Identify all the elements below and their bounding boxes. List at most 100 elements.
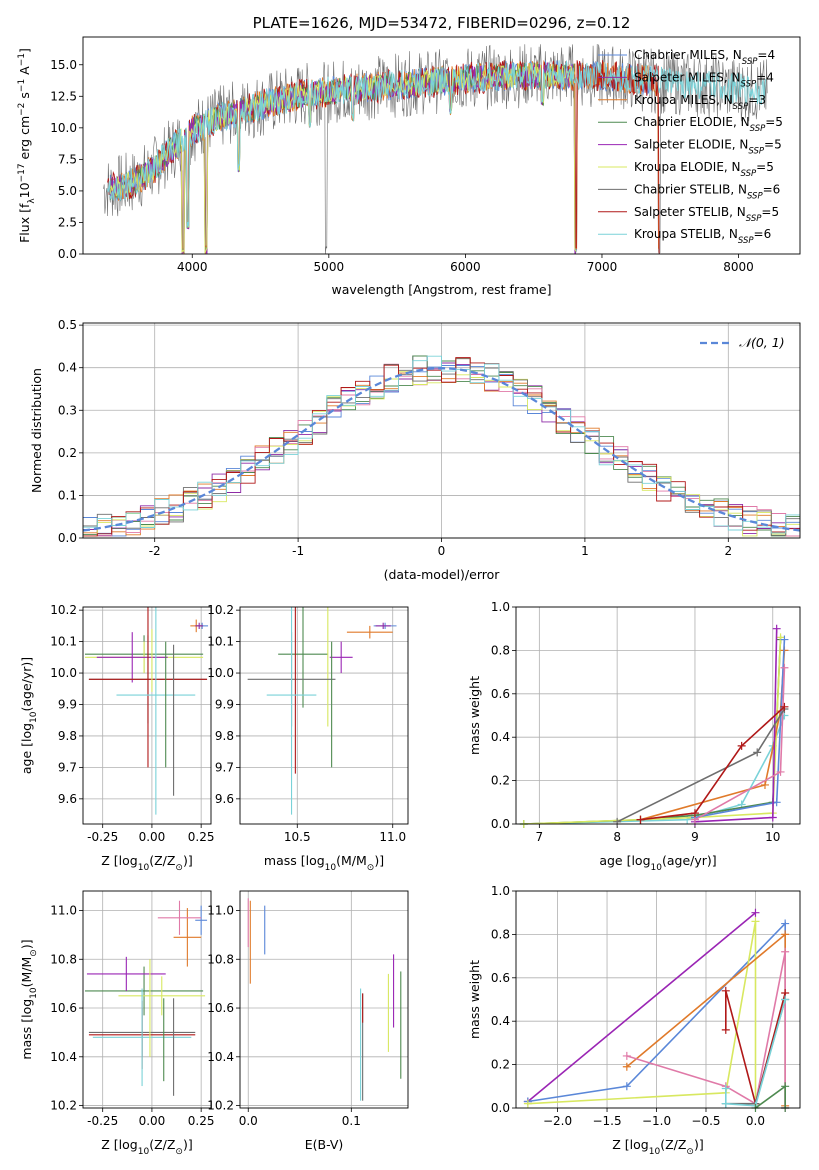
x-tick-label: 1 <box>581 544 589 558</box>
y-tick-label: 9.9 <box>58 697 77 711</box>
y-tick-label: 11.0 <box>50 904 77 918</box>
weight-point-marker <box>721 986 730 995</box>
weight-series-line <box>523 639 782 824</box>
x-axis-label: mass [log10(M/M⊙)] <box>264 853 384 873</box>
x-label-part: )] <box>374 853 384 868</box>
weight-point-marker <box>751 917 760 926</box>
weight-point-marker <box>753 748 762 757</box>
legend-n-sub: SSP <box>741 79 757 89</box>
weight-point-marker <box>776 633 785 642</box>
weight-point-marker <box>622 1082 631 1091</box>
y-tick-label: 0.0 <box>58 531 77 545</box>
weight-point-marker <box>776 767 785 776</box>
x-tick-label: 2 <box>724 544 732 558</box>
y-tick-label: 1.0 <box>491 600 510 614</box>
weight-point-marker <box>613 817 622 826</box>
residuals-frame <box>82 322 801 539</box>
y-label-part: erg cm <box>17 116 32 164</box>
x-tick-label: 10.5 <box>284 830 311 844</box>
x-tick-label: −2.0 <box>543 1114 572 1128</box>
x-tick-label: 6000 <box>450 260 481 274</box>
y-label-part: )] <box>19 939 34 949</box>
weight-point-marker <box>781 995 790 1004</box>
y-tick-label: 10.2 <box>207 1099 234 1113</box>
y-tick-label: 9.7 <box>215 760 234 774</box>
y-tick-label: 10.2 <box>50 1099 77 1113</box>
x-label-part: 10 <box>138 863 150 873</box>
legend-entry: 𝒩(0, 1) <box>739 335 785 350</box>
legend-entry: Chabrier ELODIE, NSSP=5 <box>634 115 783 134</box>
legend-n-value: 4 <box>766 70 774 84</box>
legend-entry: Salpeter MILES, NSSP=4 <box>634 70 774 89</box>
legend-n-value: 5 <box>775 115 783 129</box>
x-tick-label: 0.25 <box>188 830 215 844</box>
x-tick-label: 7 <box>536 830 544 844</box>
legend-n-sub: SSP <box>748 147 764 157</box>
y-tick-label: 0.4 <box>491 1014 510 1028</box>
y-label-part: 10 <box>29 987 39 999</box>
y-tick-label: 12.5 <box>50 89 77 103</box>
legend-model: Salpeter ELODIE <box>634 138 732 152</box>
histogram-chab_stelib <box>83 358 800 537</box>
legend-eq: = <box>754 227 764 241</box>
x-label-part: (age/yr)] <box>662 853 717 868</box>
weight-point-marker <box>622 1051 631 1060</box>
weight-point-marker <box>737 741 746 750</box>
legend-n-value: 6 <box>764 227 772 241</box>
weight-point-marker <box>721 1025 730 1034</box>
y-tick-label: 0.3 <box>58 403 77 417</box>
legend-n-sub: SSP <box>746 214 762 224</box>
weight-series-line <box>725 990 786 1107</box>
weight-series-line <box>694 639 786 819</box>
legend-eq: = <box>756 160 766 174</box>
weight-point-marker <box>781 930 790 939</box>
spectrum-axes <box>79 64 739 258</box>
weight-series-line <box>640 706 785 821</box>
y-tick-label: 0.6 <box>491 971 510 985</box>
y-label-part: mass [log <box>19 999 34 1060</box>
x-label-part: mass [log <box>264 853 325 868</box>
legend-n-prefix: , N <box>729 205 746 219</box>
weight_vs_Z-frame <box>515 890 801 1109</box>
x-axis-label: E(B-V) <box>305 1137 344 1152</box>
x-label-part: )] <box>694 1137 704 1152</box>
y-label-part: ] <box>17 48 32 53</box>
x-tick-label: 8 <box>613 830 621 844</box>
x-label-part: ⊙ <box>686 1147 694 1157</box>
x-label-part: )] <box>183 853 193 868</box>
legend-n-value: 5 <box>774 138 782 152</box>
legend-eq: = <box>761 205 771 219</box>
age_vs_Z-frame <box>82 606 212 825</box>
y-label-part: (age/yr)] <box>19 657 34 712</box>
y-label-part: s <box>17 92 32 103</box>
y-tick-label: 10.0 <box>50 121 77 135</box>
legend-n-value: 3 <box>758 93 766 107</box>
mass_vs_Z-axes <box>79 891 211 1112</box>
x-tick-label: −1.5 <box>592 1114 621 1128</box>
weight-point-marker <box>523 1099 532 1108</box>
legend-n-sub: SSP <box>741 169 757 179</box>
spectrum-frame <box>82 36 801 255</box>
y-tick-label: 15.0 <box>50 58 77 72</box>
x-label-part: Z [log <box>101 1137 137 1152</box>
x-axis-label: Z [log10(Z/Z⊙)] <box>101 1137 192 1157</box>
legend-entry: Salpeter STELIB, NSSP=5 <box>634 205 779 224</box>
weight-point-marker <box>772 798 781 807</box>
y-tick-label: 9.9 <box>215 697 234 711</box>
chart-title: PLATE=1626, MJD=53472, FIBERID=0296, z=0… <box>253 14 631 32</box>
legend-n-prefix: , N <box>716 93 733 107</box>
weight-point-marker <box>622 1062 631 1071</box>
x-label-part: (Z/Z <box>149 1137 175 1152</box>
legend-entry: Kroupa ELODIE, NSSP=5 <box>634 160 774 179</box>
legend-n-prefix: , N <box>732 138 749 152</box>
y-tick-label: 10.4 <box>50 1050 77 1064</box>
y-label-part: Flux [f <box>17 203 32 243</box>
legend-n-sub: SSP <box>747 191 763 201</box>
legend-n-prefix: , N <box>733 115 750 129</box>
y-tick-label: 7.5 <box>58 152 77 166</box>
x-tick-label: -0.25 <box>87 1114 118 1128</box>
normal-curve <box>82 367 801 532</box>
x-tick-label: -0.25 <box>87 830 118 844</box>
y-tick-label: 9.6 <box>58 792 77 806</box>
